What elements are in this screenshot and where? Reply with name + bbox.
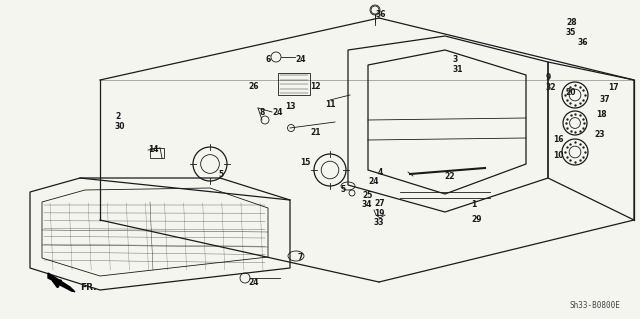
Text: Sh33-B0800E: Sh33-B0800E <box>569 301 620 310</box>
Text: 24: 24 <box>248 278 259 287</box>
Text: 27: 27 <box>374 199 385 208</box>
Text: 15: 15 <box>300 158 310 167</box>
Polygon shape <box>48 273 75 292</box>
Text: 13: 13 <box>285 102 296 111</box>
Text: 6: 6 <box>265 55 270 64</box>
Text: 35: 35 <box>566 28 577 37</box>
Text: 33: 33 <box>374 218 385 227</box>
Text: 10: 10 <box>553 151 563 160</box>
Bar <box>278 73 310 95</box>
Text: 4: 4 <box>378 168 383 177</box>
Text: 5: 5 <box>340 185 345 194</box>
Bar <box>150 148 164 158</box>
Text: 9: 9 <box>546 73 551 82</box>
Text: 1: 1 <box>471 200 476 209</box>
Text: 24: 24 <box>295 55 305 64</box>
Text: 14: 14 <box>148 145 159 154</box>
Text: 32: 32 <box>546 83 557 92</box>
Text: 22: 22 <box>444 172 454 181</box>
Text: 3: 3 <box>453 55 458 64</box>
Text: 23: 23 <box>594 130 605 139</box>
Text: 24: 24 <box>368 177 378 186</box>
Text: 17: 17 <box>608 83 619 92</box>
Text: 2: 2 <box>115 112 120 121</box>
Text: FR.: FR. <box>80 284 97 293</box>
Text: 7: 7 <box>298 253 303 262</box>
Text: 34: 34 <box>362 200 372 209</box>
Text: 24: 24 <box>272 108 282 117</box>
Text: 26: 26 <box>248 82 259 91</box>
Text: 8: 8 <box>259 108 264 117</box>
Text: 11: 11 <box>325 100 335 109</box>
Text: 31: 31 <box>453 65 463 74</box>
Text: 21: 21 <box>310 128 321 137</box>
Text: 36: 36 <box>578 38 589 47</box>
Text: 19: 19 <box>374 209 385 218</box>
Text: 18: 18 <box>596 110 607 119</box>
Text: 37: 37 <box>600 95 611 104</box>
Text: 16: 16 <box>553 135 563 144</box>
Text: 5: 5 <box>218 170 223 179</box>
Text: 12: 12 <box>310 82 321 91</box>
Text: 30: 30 <box>115 122 125 131</box>
Text: 28: 28 <box>566 18 577 27</box>
Text: 36: 36 <box>376 10 387 19</box>
Text: 25: 25 <box>362 191 372 200</box>
Text: 29: 29 <box>471 215 481 224</box>
Text: 20: 20 <box>565 88 575 97</box>
